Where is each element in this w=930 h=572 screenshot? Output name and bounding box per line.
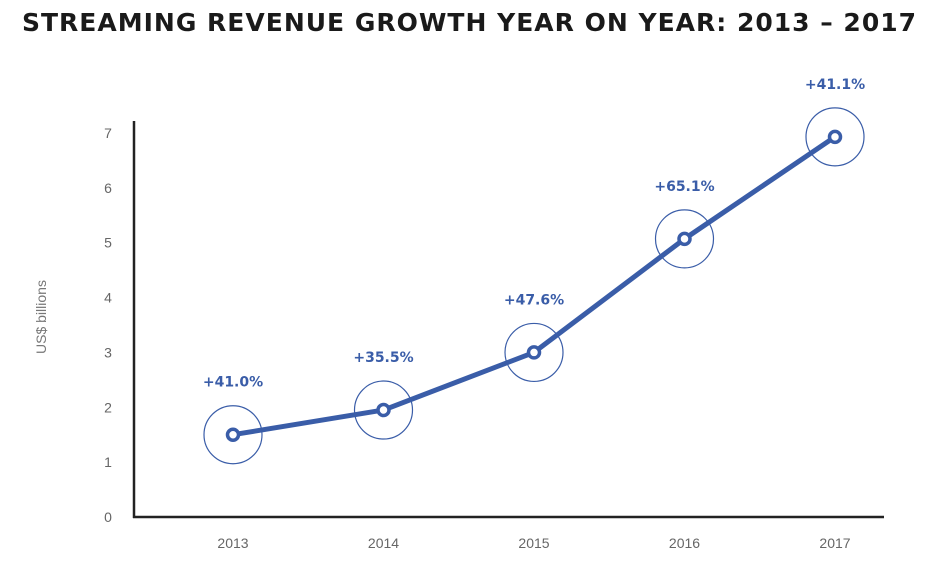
data-point <box>677 231 692 247</box>
data-label: +41.1% <box>805 77 865 93</box>
y-tick-label: 7 <box>104 125 112 141</box>
data-point <box>526 345 542 360</box>
y-tick-label: 6 <box>104 180 112 196</box>
y-tick-label: 2 <box>104 399 112 415</box>
y-tick-label: 5 <box>104 235 112 251</box>
y-tick-label: 0 <box>104 509 112 525</box>
chart-title: STREAMING REVENUE GROWTH YEAR ON YEAR: 2… <box>22 8 918 37</box>
x-tick-label: 2016 <box>669 535 700 551</box>
data-point <box>827 129 843 145</box>
data-label: +65.1% <box>654 179 714 195</box>
y-tick-label: 4 <box>104 290 112 306</box>
x-tick-label: 2015 <box>518 535 549 551</box>
highlight-circle <box>203 405 263 465</box>
data-point <box>376 402 391 418</box>
highlight-circle <box>654 209 715 269</box>
data-label: +41.0% <box>203 375 263 391</box>
data-label: +35.5% <box>353 350 413 366</box>
data-point <box>225 427 241 442</box>
y-axis-label: US$ billions <box>33 280 49 354</box>
highlight-circle <box>805 107 865 167</box>
series-line <box>232 134 837 438</box>
y-tick-label: 3 <box>104 344 112 360</box>
data-label: +47.6% <box>504 292 564 308</box>
x-tick-label: 2017 <box>819 535 850 551</box>
x-tick-label: 2013 <box>217 535 248 551</box>
highlight-circle <box>353 380 414 440</box>
y-tick-label: 1 <box>104 454 112 470</box>
x-tick-label: 2014 <box>368 535 399 551</box>
highlight-circle <box>504 322 564 383</box>
